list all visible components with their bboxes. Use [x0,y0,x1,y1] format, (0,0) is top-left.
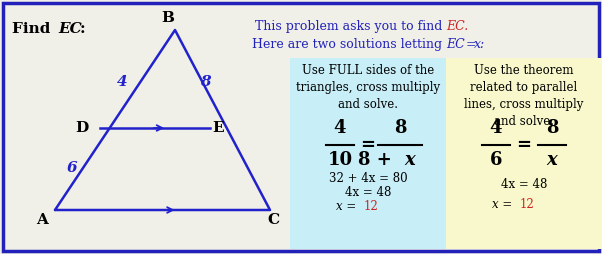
Text: A: A [36,213,48,227]
Text: 6: 6 [67,161,77,175]
Text: 4: 4 [117,75,127,89]
Text: =: = [462,38,480,51]
Bar [290,58,446,249]
Text: C: C [267,213,279,227]
Text: EC: EC [58,22,82,36]
Text: 8: 8 [394,119,406,137]
Text: 10: 10 [327,151,353,169]
Text: 12: 12 [364,200,379,214]
Text: 12: 12 [520,198,535,212]
Text: Use the theorem
related to parallel
lines, cross multiply
and solve.: Use the theorem related to parallel line… [464,64,584,128]
Text: x:: x: [474,38,485,51]
Text: =: = [361,136,376,154]
Text: EC.: EC. [446,20,468,33]
Text: Find: Find [12,22,55,36]
Text: D: D [75,121,88,135]
Text: EC: EC [446,38,465,51]
Bar [446,58,602,249]
Text: Use FULL sides of the
triangles, cross multiply
and solve.: Use FULL sides of the triangles, cross m… [296,64,440,111]
Text: 4: 4 [334,119,346,137]
Text: This problem asks you to find: This problem asks you to find [255,20,446,33]
Text: =: = [517,136,532,154]
Text: Here are two solutions letting: Here are two solutions letting [252,38,446,51]
Text: 4: 4 [490,119,502,137]
Text: x =: x = [492,198,516,212]
Text: 4x = 48: 4x = 48 [501,179,547,192]
Text: 8 +: 8 + [358,151,398,169]
Text: 6: 6 [490,151,502,169]
Text: x: x [547,151,557,169]
Text: E: E [212,121,224,135]
Text: x: x [405,151,415,169]
Text: :: : [80,22,85,36]
Text: 8: 8 [546,119,558,137]
Text: x =: x = [336,200,360,214]
Text: 8: 8 [200,75,210,89]
Text: 32 + 4x = 80: 32 + 4x = 80 [329,171,408,184]
Text: 4x = 48: 4x = 48 [345,185,391,198]
Text: B: B [161,11,175,25]
